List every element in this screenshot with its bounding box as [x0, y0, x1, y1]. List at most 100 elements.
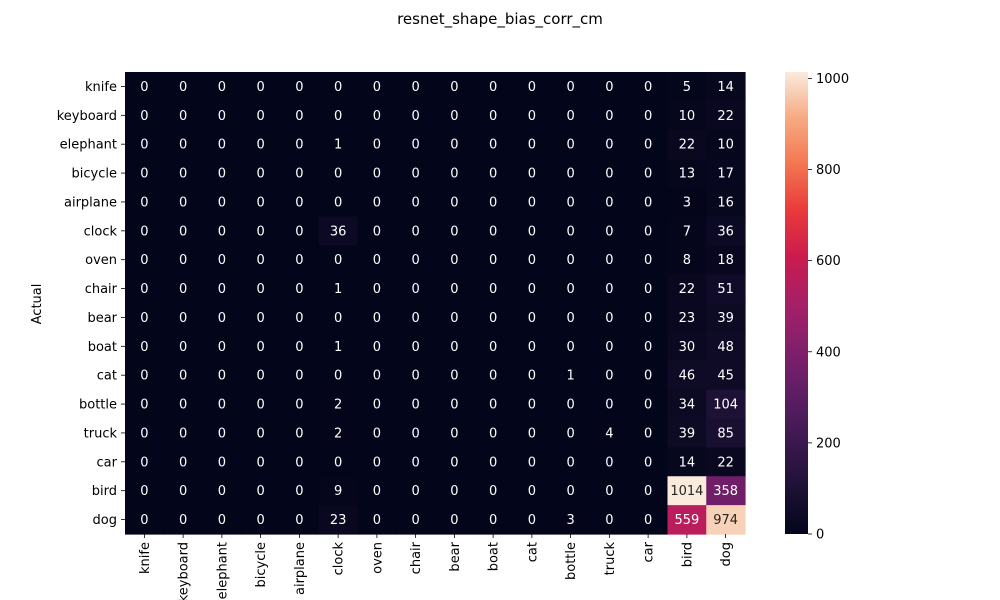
heatmap-cell — [551, 476, 591, 506]
heatmap-cell — [318, 100, 359, 131]
heatmap-cell — [628, 303, 669, 333]
cell-value-label: 0 — [566, 195, 574, 210]
heatmap-cell — [202, 447, 242, 477]
cell-value-label: 0 — [295, 195, 303, 210]
heatmap-cell — [551, 245, 591, 275]
cell-value-label: 7 — [683, 224, 691, 239]
cell-value-label: 0 — [528, 484, 536, 499]
cell-value-label: 0 — [411, 138, 419, 153]
heatmap-cell — [357, 389, 397, 420]
column-tick-label: bear — [448, 541, 463, 571]
heatmap-cell — [202, 389, 242, 420]
heatmap-cell — [667, 274, 707, 304]
heatmap-cell — [202, 505, 242, 535]
cell-value-label: 0 — [373, 311, 381, 326]
heatmap-cell — [318, 72, 359, 102]
heatmap-cell — [357, 360, 397, 391]
cell-value-label: 0 — [528, 80, 536, 95]
cell-value-label: 0 — [256, 513, 264, 528]
heatmap-cell — [435, 216, 475, 246]
heatmap-cell — [551, 303, 591, 333]
heatmap-cell — [551, 331, 591, 362]
cell-value-label: 0 — [295, 167, 303, 182]
heatmap-cell — [241, 303, 281, 333]
heatmap-cell — [667, 389, 707, 420]
cell-value-label: 0 — [450, 369, 458, 384]
cell-value-label: 0 — [179, 455, 187, 470]
cell-value-label: 0 — [256, 253, 264, 268]
cell-value-label: 0 — [179, 282, 187, 297]
cell-value-label: 0 — [605, 369, 613, 384]
cell-value-label: 0 — [450, 167, 458, 182]
heatmap-cell — [125, 187, 165, 217]
heatmap-cell — [628, 331, 669, 362]
heatmap-cell — [357, 129, 397, 160]
heatmap-cell — [241, 216, 281, 246]
cell-value-label: 39 — [717, 311, 734, 326]
heatmap-cell — [163, 274, 204, 304]
column-tick-label: bottle — [564, 542, 579, 580]
cell-value-label: 3 — [566, 513, 574, 528]
heatmap-cell — [512, 389, 552, 420]
cell-value-label: 17 — [717, 167, 734, 182]
row-tick-label: bicycle — [72, 167, 117, 182]
cell-value-label: 0 — [179, 398, 187, 413]
heatmap-cell — [473, 303, 514, 333]
cell-value-label: 0 — [566, 311, 574, 326]
heatmap-cell — [318, 505, 359, 535]
heatmap-cell — [202, 418, 242, 448]
heatmap-cell — [512, 303, 552, 333]
heatmap-cell — [706, 447, 746, 477]
heatmap-cell — [667, 303, 707, 333]
chart-title: resnet_shape_bias_corr_cm — [397, 10, 603, 29]
column-tick-label: bicycle — [254, 542, 269, 587]
heatmap-cell — [706, 505, 746, 535]
cell-value-label: 0 — [411, 167, 419, 182]
cell-value-label: 0 — [644, 195, 652, 210]
row-tick-label: elephant — [60, 138, 117, 153]
heatmap-cell — [241, 389, 281, 420]
cell-value-label: 0 — [528, 340, 536, 355]
heatmap-cell — [125, 418, 165, 448]
cell-value-label: 0 — [605, 513, 613, 528]
cell-value-label: 0 — [179, 253, 187, 268]
heatmap-cell — [473, 158, 514, 189]
cell-value-label: 8 — [683, 253, 691, 268]
cell-value-label: 0 — [218, 398, 226, 413]
cell-value-label: 0 — [450, 253, 458, 268]
cell-value-label: 0 — [411, 282, 419, 297]
heatmap-cell — [628, 129, 669, 160]
heatmap-cell — [706, 389, 746, 420]
heatmap-cell — [280, 216, 320, 246]
cell-value-label: 14 — [717, 80, 734, 95]
heatmap-cell — [435, 331, 475, 362]
heatmap-cell — [473, 100, 514, 131]
heatmap-cell — [667, 245, 707, 275]
colorbar: 0 200 400 600 800 1000 — [785, 72, 849, 543]
cell-value-label: 0 — [605, 340, 613, 355]
heatmap-cell — [396, 72, 436, 102]
cell-value-label: 0 — [295, 513, 303, 528]
cell-value-label: 0 — [489, 513, 497, 528]
cell-value-label: 0 — [489, 282, 497, 297]
heatmap-cell — [241, 274, 281, 304]
heatmap-cell — [473, 187, 514, 217]
cell-value-label: 0 — [644, 369, 652, 384]
cell-value-label: 0 — [140, 224, 148, 239]
cell-value-label: 0 — [218, 513, 226, 528]
heatmap-cell — [628, 360, 669, 391]
cell-value-label: 0 — [605, 195, 613, 210]
cell-value-label: 0 — [140, 340, 148, 355]
row-tick-labels: knife keyboard elephant bicycle airplane cloc… — [57, 80, 125, 528]
cell-value-label: 0 — [605, 224, 613, 239]
column-tick-label: airplane — [293, 542, 308, 595]
row-tick-label: airplane — [64, 195, 117, 210]
heatmap-cell — [435, 274, 475, 304]
heatmap-cell — [396, 129, 436, 160]
cell-value-label: 0 — [218, 253, 226, 268]
cell-value-label: 0 — [450, 311, 458, 326]
heatmap-cell — [628, 216, 669, 246]
cell-value-label: 0 — [411, 109, 419, 124]
heatmap-cell — [473, 72, 514, 102]
heatmap-cell — [318, 360, 359, 391]
